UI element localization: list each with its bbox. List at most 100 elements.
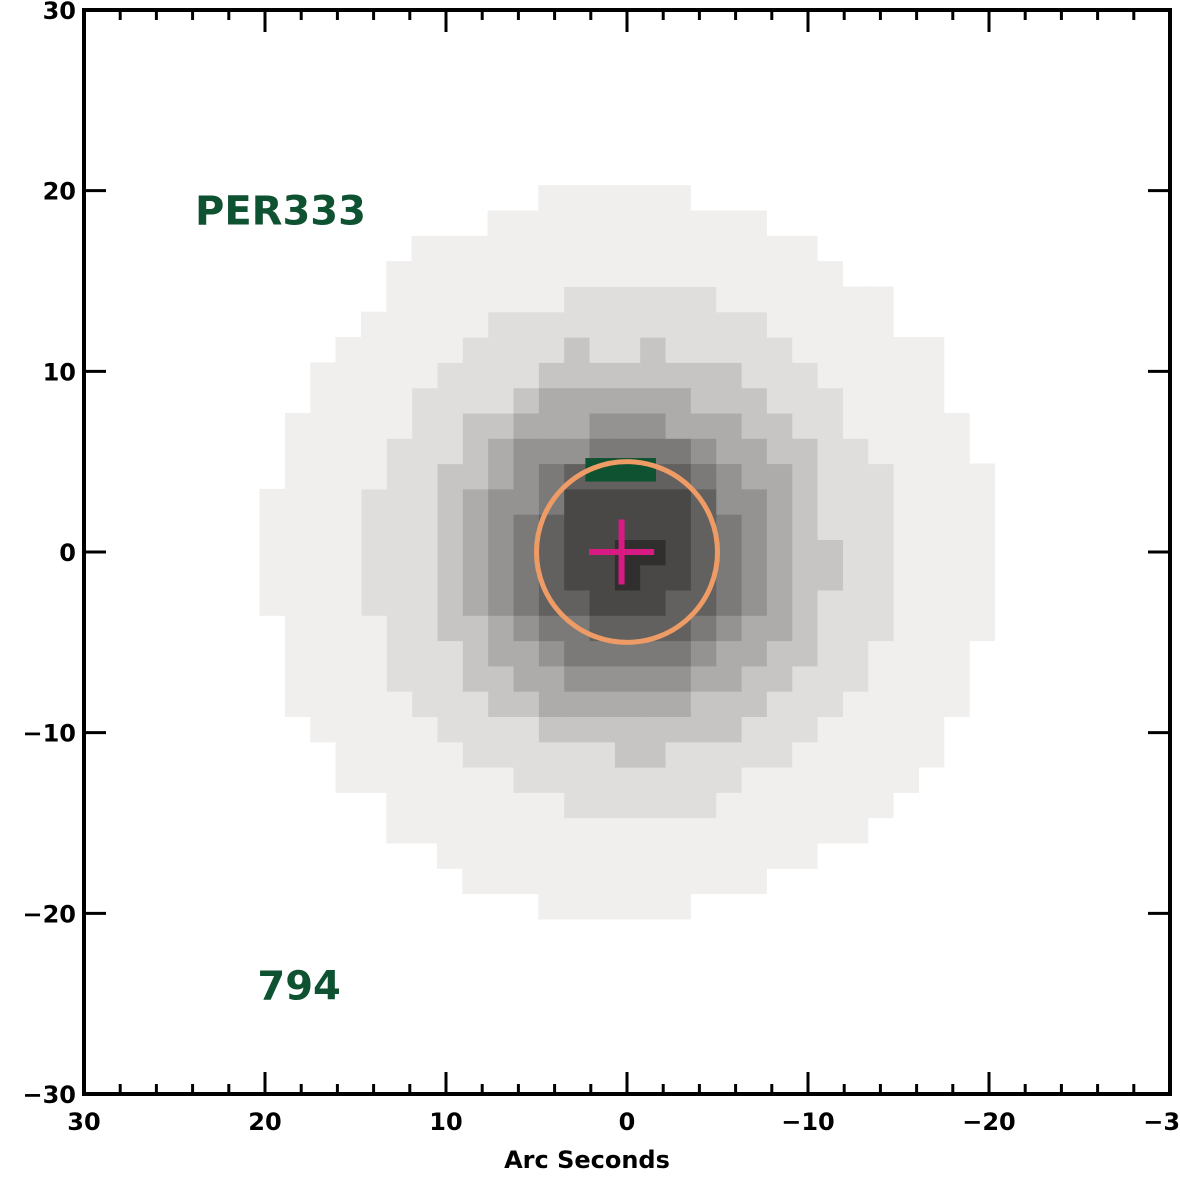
heatmap-pixel (360, 589, 387, 616)
heatmap-pixel (842, 488, 869, 515)
heatmap-pixel (741, 311, 767, 338)
heatmap-pixel (538, 438, 565, 465)
heatmap-pixel (665, 691, 691, 717)
heatmap-pixel (589, 261, 615, 287)
heatmap-pixel (360, 691, 387, 717)
heatmap-pixel (513, 235, 539, 262)
heatmap-pixel (589, 589, 615, 616)
heatmap-pixel (766, 337, 793, 363)
heatmap-pixel (436, 842, 463, 869)
heatmap-pixel (639, 817, 666, 844)
heatmap-pixel (639, 564, 666, 591)
heatmap-pixel (791, 539, 818, 566)
heatmap-pixel (943, 488, 970, 515)
heatmap-pixel (715, 438, 742, 465)
heatmap-pixel (842, 767, 869, 793)
heatmap-pixel (741, 842, 767, 869)
heatmap-pixel (867, 640, 894, 667)
heatmap-pixel (360, 767, 387, 793)
heatmap-pixel (893, 387, 919, 414)
heatmap-pixel (360, 615, 387, 642)
heatmap-pixel (436, 589, 463, 616)
heatmap-pixel (639, 741, 666, 768)
heatmap-pixel (690, 716, 717, 743)
heatmap-pixel (563, 868, 590, 895)
heatmap-pixel (665, 792, 691, 819)
heatmap-pixel (487, 615, 514, 642)
heatmap-pixel (842, 387, 869, 414)
heatmap-pixel (690, 665, 717, 692)
heatmap-pixel (462, 792, 489, 819)
heatmap-pixel (639, 514, 666, 540)
heatmap-pixel (893, 691, 919, 717)
heatmap-pixel (538, 741, 565, 768)
heatmap-pixel (436, 387, 463, 414)
heatmap-pixel (411, 716, 438, 743)
heatmap-pixel (386, 767, 413, 793)
heatmap-pixel (462, 691, 489, 717)
heatmap-pixel (867, 286, 894, 313)
heatmap-pixel (487, 716, 514, 743)
heatmap-pixel (411, 539, 438, 566)
heatmap-pixel (487, 640, 514, 667)
heatmap-pixel (563, 412, 590, 439)
heatmap-pixel (842, 463, 869, 490)
heatmap-pixel (614, 589, 641, 616)
heatmap-pixel (791, 235, 818, 262)
heatmap-pixel (614, 235, 641, 262)
heatmap-pixel (766, 767, 793, 793)
heatmap-pixel (614, 893, 641, 920)
heatmap-pixel (462, 362, 489, 389)
heatmap-pixel (867, 488, 894, 515)
heatmap-pixel (284, 539, 311, 566)
heatmap-pixel (893, 539, 919, 566)
heatmap-pixel (791, 463, 818, 490)
heatmap-pixel (589, 564, 615, 591)
heatmap-pixel (563, 311, 590, 338)
heatmap-pixel (563, 741, 590, 768)
heatmap-pixel (665, 716, 691, 743)
heatmap-pixel (360, 564, 387, 591)
heatmap-pixel (791, 615, 818, 642)
heatmap-pixel (411, 337, 438, 363)
heatmap-pixel (943, 640, 970, 667)
heatmap-pixel (791, 438, 818, 465)
heatmap-pixel (943, 463, 970, 490)
heatmap-pixel (639, 640, 666, 667)
heatmap-pixel (462, 235, 489, 262)
heatmap-pixel (310, 716, 337, 743)
heatmap-pixel (867, 412, 894, 439)
heatmap-pixel (436, 463, 463, 490)
heatmap-pixel (791, 311, 818, 338)
heatmap-pixel (791, 589, 818, 616)
heatmap-pixel (943, 589, 970, 616)
heatmap-pixel (310, 412, 337, 439)
heatmap-pixel (741, 261, 767, 287)
heatmap-pixel (766, 691, 793, 717)
heatmap-pixel (513, 817, 539, 844)
heatmap-pixel (639, 767, 666, 793)
heatmap-pixel (487, 463, 514, 490)
heatmap-pixel (665, 665, 691, 692)
heatmap-pixel (462, 539, 489, 566)
y-tick-label: 0 (59, 539, 76, 567)
heatmap-pixel (791, 767, 818, 793)
heatmap-pixel (741, 716, 767, 743)
heatmap-pixel (715, 640, 742, 667)
heatmap-pixel (665, 868, 691, 895)
heatmap-pixel (360, 311, 387, 338)
heatmap-pixel (715, 311, 742, 338)
heatmap-pixel (639, 412, 666, 439)
heatmap-pixel (310, 488, 337, 515)
heatmap-pixel (665, 387, 691, 414)
heatmap-pixel (918, 387, 945, 414)
heatmap-pixel (462, 463, 489, 490)
heatmap-pixel (538, 868, 565, 895)
heatmap-pixel (817, 615, 843, 642)
heatmap-pixel (918, 741, 945, 768)
heatmap-pixel (715, 514, 742, 540)
heatmap-pixel (589, 716, 615, 743)
heatmap-pixel (639, 286, 666, 313)
heatmap-pixel (462, 438, 489, 465)
